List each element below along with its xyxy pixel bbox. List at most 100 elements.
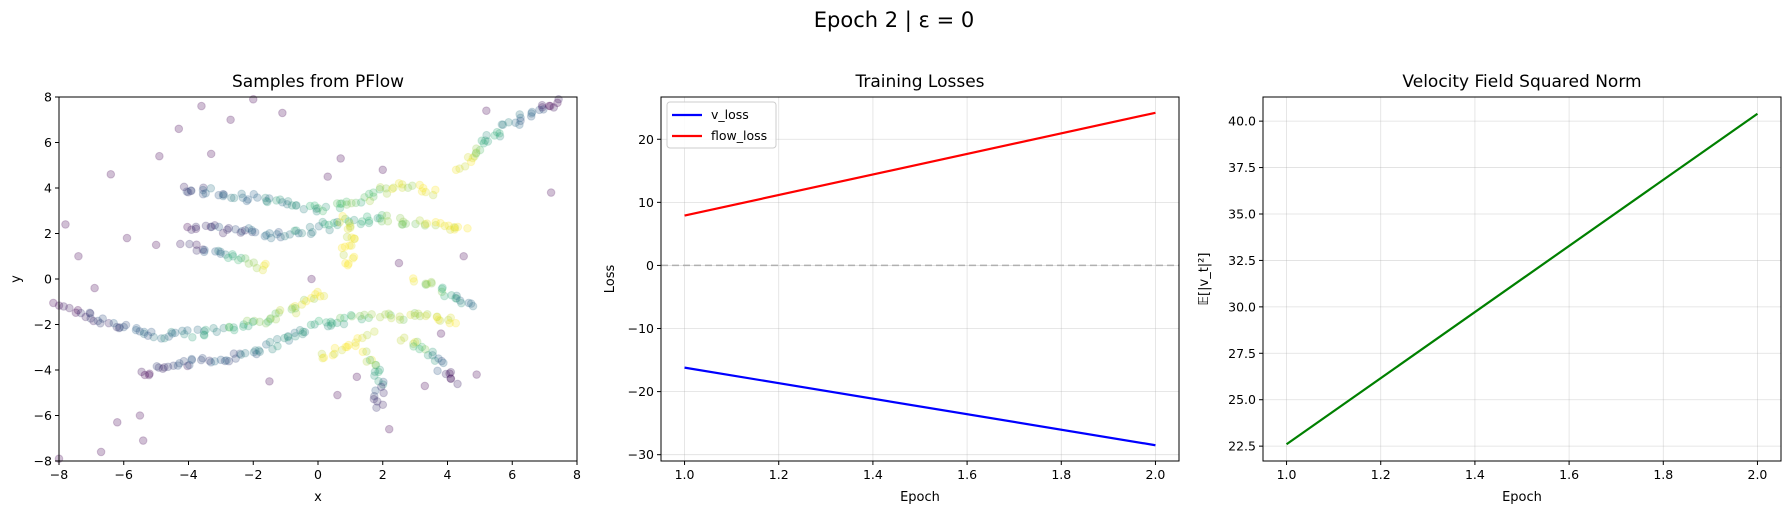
scatter-point [451,293,460,303]
scatter-point [187,354,196,364]
scatter-point [313,287,322,297]
scatter-point [365,355,375,365]
scatter-point [297,228,307,238]
scatter-point [401,219,411,228]
scatter-point [199,330,209,339]
scatter-point [210,221,220,230]
scatter-point [432,312,442,322]
scatter-point [167,327,176,337]
scatter-point [415,180,425,190]
scatter-point [183,187,193,197]
scatter-point [412,337,422,347]
scatter-point [222,356,231,365]
scatter-point [511,118,520,128]
scatter-point [387,184,397,194]
scatter-point [357,314,367,324]
scatter-point [299,295,309,305]
scatter-point [445,369,454,378]
scatter-point [206,358,216,367]
scatter-point [427,279,436,288]
scatter-point [243,195,253,204]
scatter-point [353,333,362,343]
scatter-point [346,310,356,320]
scatter-point [373,213,382,223]
scatter-point [431,185,440,195]
scatter-point [415,311,425,321]
scatter-point [350,234,359,243]
scatter-point [119,322,129,332]
y-tick-label: 6 [44,135,52,150]
scatter-point [441,369,451,379]
scatter-point [275,305,285,315]
scatter-point [262,230,271,240]
scatter-point [446,313,456,322]
scatter-point [294,228,303,238]
scatter-point [89,316,98,326]
scatter-point [347,312,357,321]
scatter-point [305,222,315,232]
scatter-point [535,105,544,115]
scatter-point [381,310,390,319]
scatter-point [224,322,234,332]
scatter-point [351,338,360,347]
y-tick-label: 22.5 [1228,439,1256,454]
scatter-point [196,355,206,365]
scatter-point [394,179,404,188]
scatter-point [369,192,378,201]
scatter-point [516,113,525,123]
scatter-point [481,136,490,145]
y-tick-label: −2 [34,317,52,332]
series-line-v-loss [684,366,1156,447]
scatter-point [93,316,103,326]
scatter-point [244,259,254,268]
scatter-point [421,311,431,321]
scatter-point [236,253,246,263]
scatter-point [516,116,525,126]
scatter-point [143,331,153,340]
scatter-point [326,317,336,327]
scatter-point [387,313,396,323]
scatter-point [437,287,447,297]
scatter-point [187,225,196,235]
scatter-point [183,361,192,371]
x-tick-label: 0 [314,467,322,482]
scatter-point [350,234,359,244]
scatter-point [546,188,556,197]
scatter-ylabel: y [9,275,24,283]
scatter-point [216,247,225,257]
scatter-point [369,188,378,197]
scatter-point [261,193,270,203]
y-tick-label: −30 [628,447,654,462]
scatter-point [199,326,209,336]
scatter-point [384,424,394,434]
scatter-point [183,326,192,335]
scatter-point [395,315,405,325]
y-tick-label: 37.5 [1228,160,1256,175]
x-tick-label: 1.0 [1277,467,1297,482]
scatter-point [305,201,315,211]
y-tick-label: 40.0 [1228,114,1256,129]
scatter-point [219,323,228,333]
scatter-point [384,309,394,319]
scatter-point [344,217,353,226]
scatter-point [220,356,230,366]
scatter-point [199,183,208,192]
x-tick-label: 1.8 [1653,467,1673,482]
scatter-point [444,221,453,230]
scatter-point [398,220,407,229]
scatter-point [437,356,446,366]
scatter-point [260,231,270,241]
scatter-point [333,220,342,230]
scatter-point [323,321,333,331]
scatter-point [332,217,342,227]
scatter-point [319,291,329,301]
series-line-flow-loss [684,111,1156,217]
velocity-axes-frame [1262,96,1782,462]
scatter-point [173,361,183,370]
velocity-ylabel: 𝔼[|v_t|²] [1197,253,1212,306]
scatter-point [347,241,356,250]
x-tick-label: 1.4 [863,467,883,482]
scatter-point [537,100,547,110]
scatter-point [318,353,327,363]
scatter-point [440,291,449,301]
